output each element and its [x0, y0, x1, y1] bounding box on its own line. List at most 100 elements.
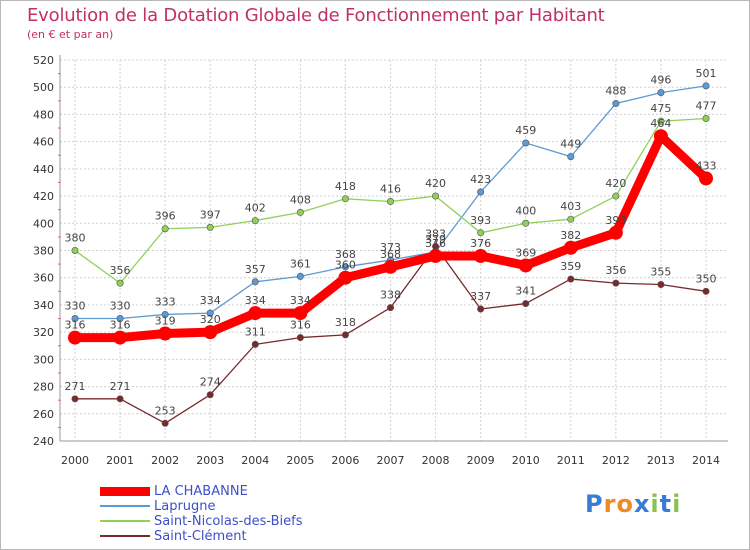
data-point-saint-cl-ment: [341, 331, 349, 339]
logo-letter: x: [633, 490, 651, 518]
data-point-saint-nicolas-des-biefs: [71, 247, 79, 255]
data-point-saint-cl-ment: [161, 419, 169, 427]
data-point-saint-nicolas-des-biefs: [702, 115, 710, 123]
data-point-saint-nicolas-des-biefs: [251, 217, 259, 225]
data-label-saint-nicolas-des-biefs: 380: [65, 232, 86, 245]
data-label-laprugne: 361: [290, 257, 311, 270]
data-point-la-chabanne: [158, 326, 173, 341]
y-tick-label: 380: [33, 245, 54, 258]
data-point-saint-cl-ment: [116, 395, 124, 403]
data-label-la-chabanne: 360: [335, 259, 356, 272]
data-point-la-chabanne: [383, 259, 398, 274]
data-label-saint-cl-ment: 337: [470, 290, 491, 303]
data-point-saint-nicolas-des-biefs: [657, 117, 665, 125]
logo-letter: i: [650, 490, 660, 518]
chart-subtitle: (en € et par an): [27, 28, 114, 41]
data-point-la-chabanne: [203, 325, 218, 340]
data-label-saint-cl-ment: 318: [335, 316, 356, 329]
data-point-saint-cl-ment: [657, 281, 665, 289]
y-tick-label: 420: [33, 190, 54, 203]
data-point-la-chabanne: [699, 171, 713, 186]
logo-letter: o: [616, 490, 634, 518]
data-label-laprugne: 357: [245, 263, 266, 276]
y-tick-label: 480: [33, 108, 54, 121]
data-label-laprugne: 449: [560, 138, 581, 151]
data-label-saint-cl-ment: 253: [155, 404, 176, 417]
logo-letter: t: [659, 490, 673, 518]
x-tick-label: 2004: [241, 454, 269, 467]
data-point-saint-nicolas-des-biefs: [206, 223, 214, 231]
x-tick-label: 2003: [196, 454, 224, 467]
data-label-saint-nicolas-des-biefs: 356: [110, 264, 131, 277]
logo-letter: r: [603, 490, 617, 518]
data-label-saint-nicolas-des-biefs: 402: [245, 202, 266, 215]
data-label-saint-nicolas-des-biefs: 420: [425, 177, 446, 190]
data-point-la-chabanne: [608, 225, 623, 240]
data-point-saint-cl-ment: [251, 340, 259, 348]
data-point-saint-nicolas-des-biefs: [116, 279, 124, 287]
y-tick-label: 400: [33, 217, 54, 230]
legend-label-laprugne: Laprugne: [154, 499, 216, 514]
data-label-laprugne: 330: [65, 300, 86, 313]
proxiti-logo: Proxiti: [585, 490, 681, 518]
data-point-saint-nicolas-des-biefs: [341, 195, 349, 203]
data-point-la-chabanne: [293, 306, 308, 321]
data-label-saint-nicolas-des-biefs: 418: [335, 180, 356, 193]
y-tick-label: 340: [33, 299, 54, 312]
data-label-la-chabanne: 369: [515, 246, 536, 259]
data-label-laprugne: 373: [380, 241, 401, 254]
data-point-saint-cl-ment: [522, 300, 530, 308]
data-label-saint-cl-ment: 271: [65, 380, 86, 393]
legend-swatch-saint-cl-ment: [100, 535, 150, 537]
data-label-saint-nicolas-des-biefs: 408: [290, 193, 311, 206]
data-point-saint-cl-ment: [386, 304, 394, 312]
data-label-saint-cl-ment: 271: [110, 380, 131, 393]
chart-title: Evolution de la Dotation Globale de Fonc…: [27, 5, 605, 26]
data-point-saint-nicolas-des-biefs: [612, 192, 620, 200]
legend-swatch-saint-nicolas-des-biefs: [100, 520, 150, 522]
data-label-la-chabanne: 320: [200, 313, 221, 326]
x-tick-label: 2000: [61, 454, 89, 467]
y-tick-label: 320: [33, 326, 54, 339]
data-label-saint-nicolas-des-biefs: 416: [380, 183, 401, 196]
data-label-laprugne: 368: [335, 248, 356, 261]
data-point-laprugne: [341, 263, 349, 271]
legend-label-saint-cl-ment: Saint-Clément: [154, 529, 247, 544]
y-tick-label: 260: [33, 408, 54, 421]
data-point-saint-cl-ment: [477, 305, 485, 313]
data-label-la-chabanne: 393: [605, 214, 626, 227]
data-point-la-chabanne: [473, 248, 488, 263]
data-label-la-chabanne: 319: [155, 315, 176, 328]
y-tick-label: 360: [33, 272, 54, 285]
x-tick-label: 2001: [106, 454, 134, 467]
data-point-saint-cl-ment: [71, 395, 79, 403]
x-tick-label: 2012: [602, 454, 630, 467]
data-label-saint-nicolas-des-biefs: 477: [696, 100, 717, 113]
data-point-laprugne: [567, 153, 575, 161]
data-point-la-chabanne: [338, 270, 353, 285]
data-point-saint-nicolas-des-biefs: [386, 198, 394, 206]
data-label-la-chabanne: 368: [380, 248, 401, 261]
data-label-la-chabanne: 433: [696, 159, 717, 172]
data-label-laprugne: 379: [425, 233, 446, 246]
data-label-saint-cl-ment: 355: [650, 266, 671, 279]
data-label-la-chabanne: 334: [245, 294, 266, 307]
data-point-laprugne: [702, 82, 710, 90]
data-label-saint-nicolas-des-biefs: 396: [155, 210, 176, 223]
data-label-laprugne: 333: [155, 295, 176, 308]
data-point-laprugne: [71, 315, 79, 323]
data-label-laprugne: 496: [650, 74, 671, 87]
data-label-laprugne: 423: [470, 173, 491, 186]
data-label-laprugne: 334: [200, 294, 221, 307]
data-label-saint-nicolas-des-biefs: 403: [560, 200, 581, 213]
y-tick-label: 460: [33, 136, 54, 149]
data-label-saint-cl-ment: 383: [425, 227, 446, 240]
data-point-saint-nicolas-des-biefs: [296, 208, 304, 216]
data-label-saint-cl-ment: 311: [245, 325, 266, 338]
y-tick-label: 520: [33, 54, 54, 67]
data-label-saint-cl-ment: 338: [380, 289, 401, 302]
data-label-laprugne: 459: [515, 124, 536, 137]
line-chart: 240 260 280 300 320 340 360 380 400 420 440 460 480 5…: [33, 54, 728, 467]
data-point-laprugne: [251, 278, 259, 286]
